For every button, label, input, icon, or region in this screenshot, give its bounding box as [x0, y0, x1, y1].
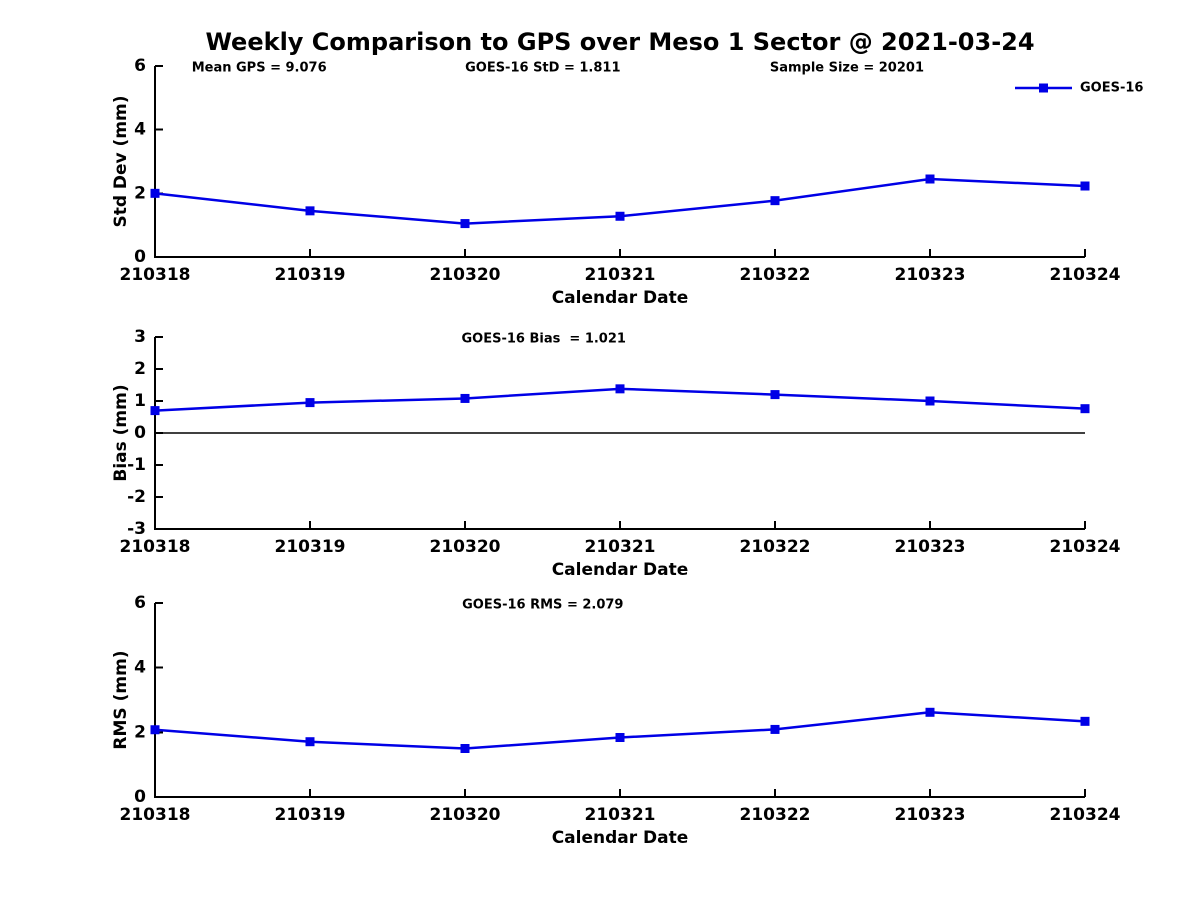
- legend: GOES-16: [1015, 81, 1143, 96]
- y-tick-label: 2: [134, 722, 146, 742]
- y-tick-label: 4: [134, 120, 146, 140]
- y-tick-label: 1: [134, 391, 146, 411]
- y-tick-label: 3: [134, 327, 146, 347]
- x-tick-label: 210324: [1050, 265, 1121, 285]
- y-tick-label: -3: [127, 519, 146, 539]
- annotation: Mean GPS = 9.076: [192, 61, 327, 76]
- data-point-marker: [460, 393, 470, 403]
- annotation: GOES-16 StD = 1.811: [465, 61, 620, 76]
- x-tick-label: 210321: [585, 537, 656, 557]
- subplot-rms: 0 2 4 6 210318 210319 210320 210321 210322 210323…: [111, 593, 1121, 848]
- data-point-marker: [615, 211, 625, 221]
- y-axis-label: Bias (mm): [111, 384, 131, 481]
- data-point-marker: [925, 707, 935, 717]
- data-point-marker: [460, 219, 470, 229]
- x-tick-label: 210321: [585, 805, 656, 825]
- x-tick-label: 210320: [430, 265, 501, 285]
- legend-marker: [1039, 83, 1048, 93]
- annotation: GOES-16 Bias = 1.021: [462, 332, 626, 347]
- data-point-marker: [770, 724, 780, 734]
- x-tick-label: 210323: [895, 805, 966, 825]
- y-tick-label: -1: [127, 455, 146, 475]
- data-point-marker: [150, 406, 160, 416]
- y-tick-label: 2: [134, 359, 146, 379]
- y-axis-label: RMS (mm): [111, 650, 131, 749]
- subplot-std-dev: 0 2 4 6 210318 210319 210320 210321 210322 210323…: [111, 56, 1143, 308]
- x-axis-label: Calendar Date: [552, 560, 689, 580]
- data-point-marker: [925, 396, 935, 406]
- subplot-bias: -3 -2 -1 0 1 2 3 210318 210319 210320 210321 210322…: [111, 327, 1121, 580]
- data-point-marker: [615, 733, 625, 743]
- y-axis-label: Std Dev (mm): [111, 95, 131, 227]
- annotation: Sample Size = 20201: [770, 61, 924, 76]
- data-point-marker: [150, 188, 160, 198]
- data-point-marker: [1080, 716, 1090, 726]
- data-point-marker: [460, 744, 470, 753]
- x-tick-label: 210322: [740, 805, 811, 825]
- x-tick-label: 210318: [120, 265, 191, 285]
- legend-label: GOES-16: [1080, 81, 1143, 96]
- data-point-marker: [925, 174, 935, 184]
- series-line-GOES-16: [154, 711, 1086, 750]
- data-point-marker: [305, 398, 315, 408]
- y-tick-label: 0: [134, 423, 146, 443]
- x-tick-label: 210320: [430, 537, 501, 557]
- data-point-marker: [305, 206, 315, 216]
- x-tick-label: 210318: [120, 537, 191, 557]
- x-axis-label: Calendar Date: [552, 288, 689, 308]
- x-tick-label: 210319: [275, 265, 346, 285]
- x-tick-label: 210322: [740, 537, 811, 557]
- x-tick-label: 210318: [120, 805, 191, 825]
- y-tick-label: 2: [134, 183, 146, 203]
- y-tick-label: 6: [134, 593, 146, 613]
- x-tick-label: 210319: [275, 537, 346, 557]
- x-tick-label: 210319: [275, 805, 346, 825]
- figure-title: Weekly Comparison to GPS over Meso 1 Sec…: [205, 28, 1035, 56]
- x-tick-label: 210324: [1050, 537, 1121, 557]
- data-point-marker: [1080, 404, 1090, 414]
- x-tick-label: 210323: [895, 265, 966, 285]
- data-point-marker: [770, 196, 780, 206]
- x-axis-label: Calendar Date: [552, 828, 689, 848]
- y-tick-label: -2: [127, 487, 146, 507]
- y-tick-label: 0: [134, 787, 146, 807]
- x-tick-label: 210322: [740, 265, 811, 285]
- data-point-marker: [305, 737, 315, 747]
- x-tick-label: 210321: [585, 265, 656, 285]
- data-point-marker: [150, 725, 160, 735]
- y-tick-label: 0: [134, 247, 146, 267]
- data-point-marker: [770, 390, 780, 400]
- x-tick-label: 210320: [430, 805, 501, 825]
- y-tick-label: 6: [134, 56, 146, 76]
- x-tick-label: 210323: [895, 537, 966, 557]
- y-tick-label: 4: [134, 658, 146, 678]
- annotation: GOES-16 RMS = 2.079: [462, 598, 623, 613]
- x-tick-label: 210324: [1050, 805, 1121, 825]
- data-point-marker: [615, 384, 625, 394]
- data-point-marker: [1080, 181, 1090, 191]
